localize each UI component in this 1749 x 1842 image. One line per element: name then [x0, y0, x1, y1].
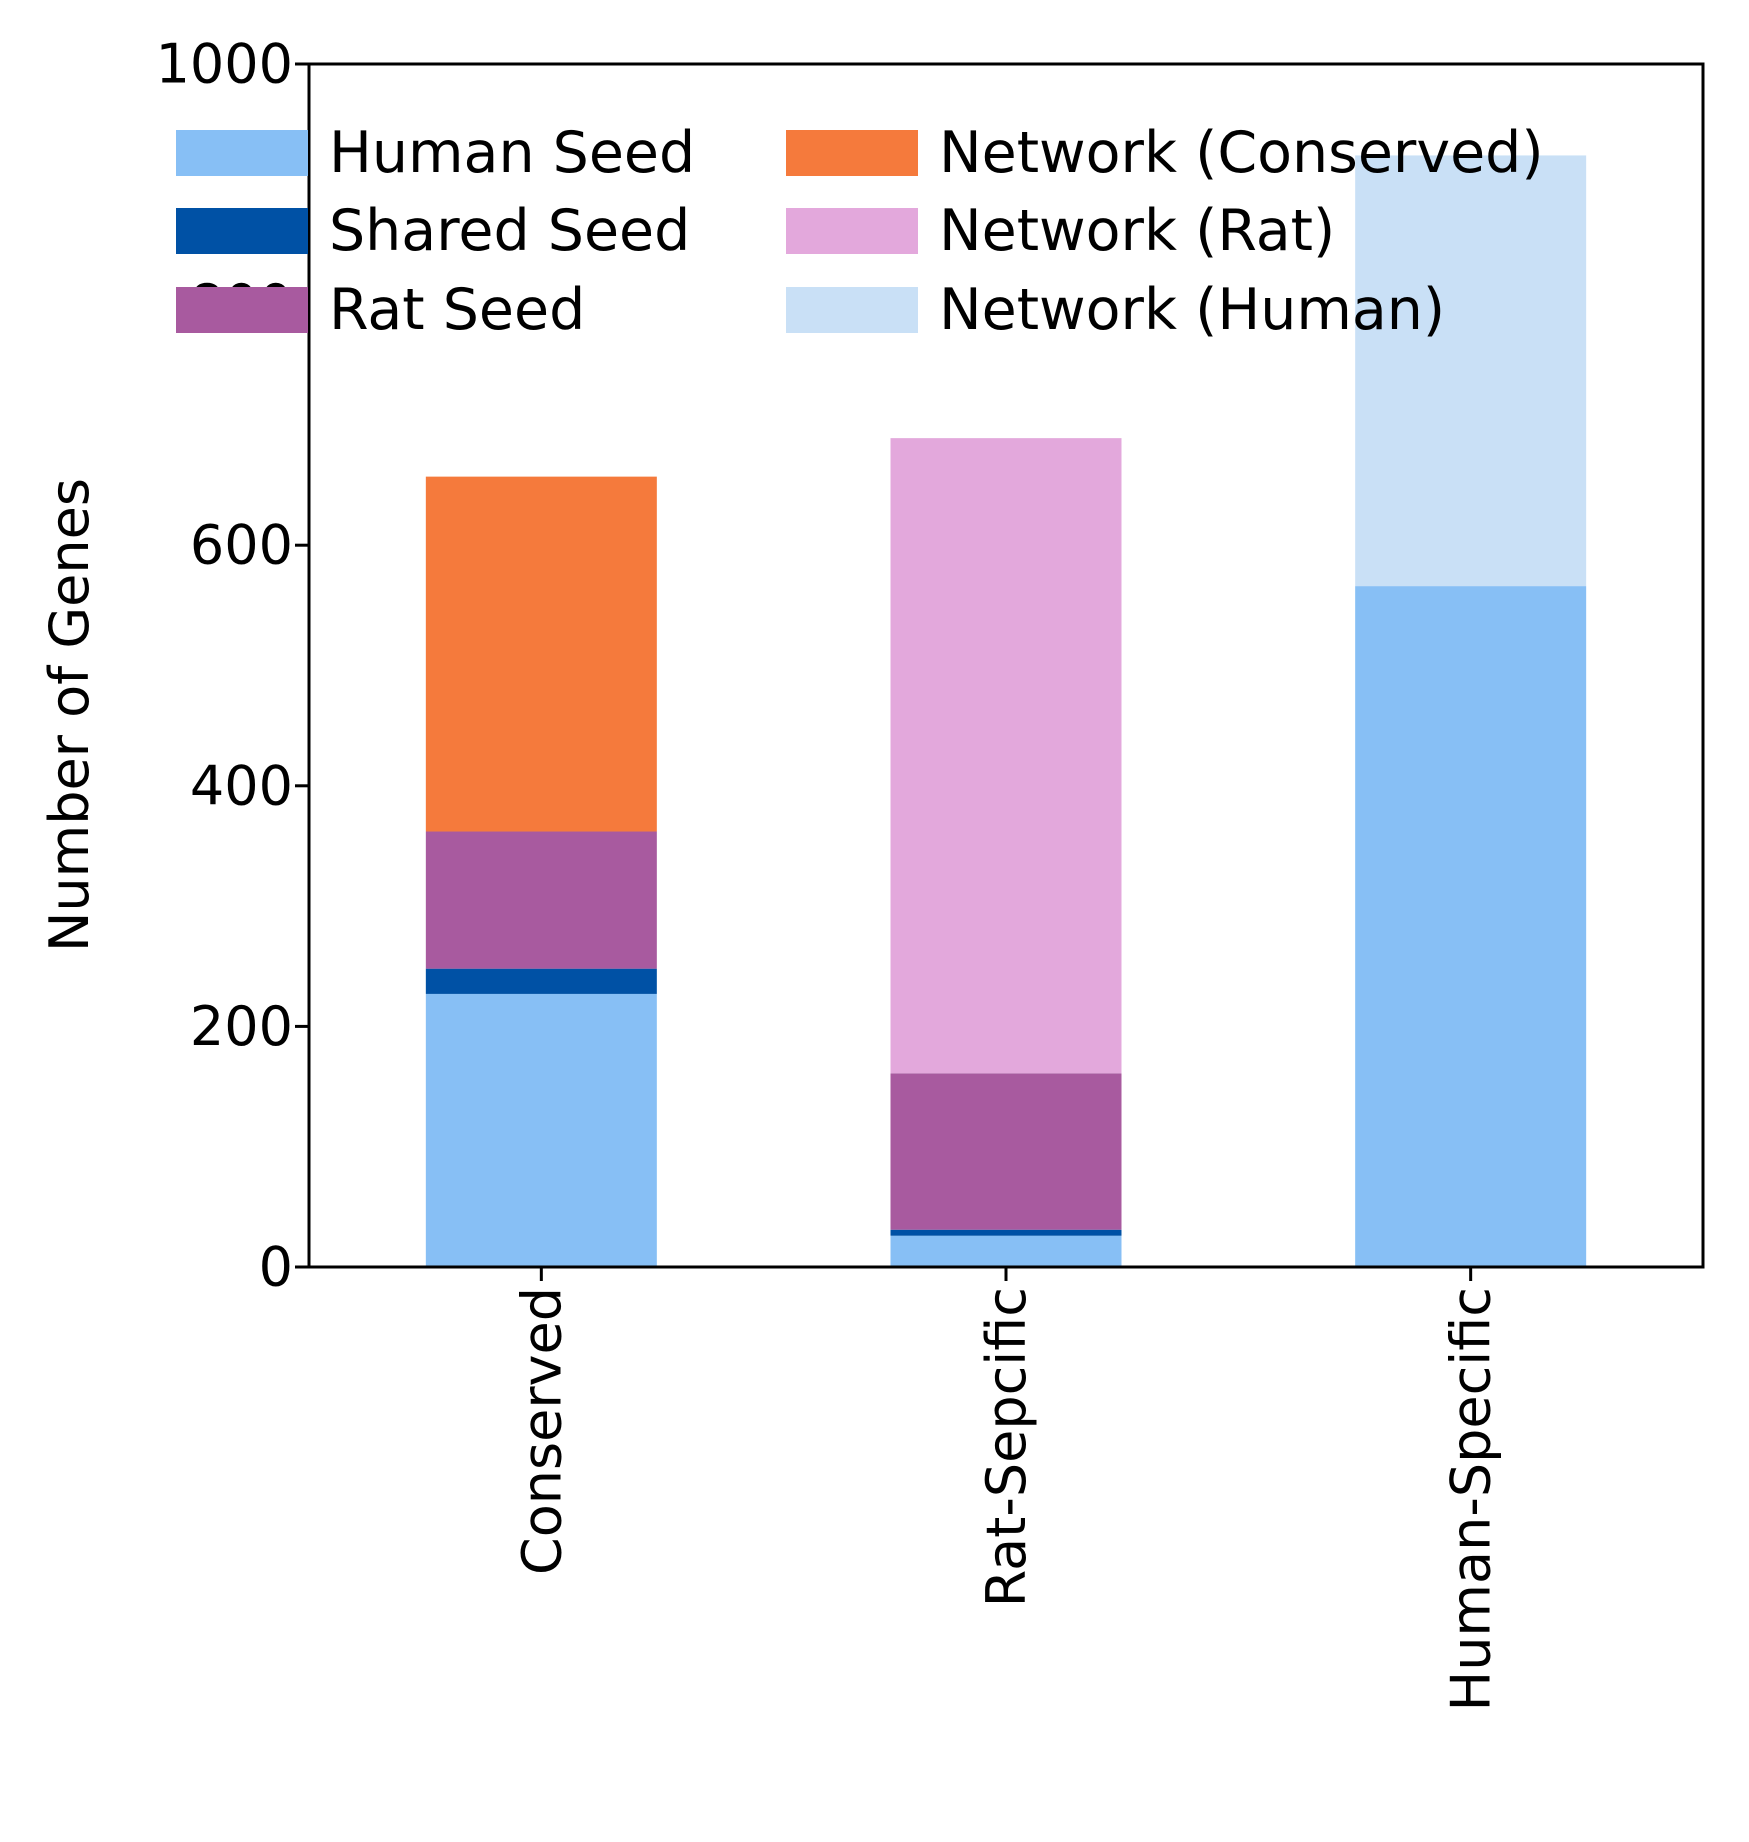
bar-segment	[1355, 155, 1587, 587]
legend-label: Shared Seed	[329, 198, 690, 264]
plot-frame	[307, 62, 1705, 1269]
bar-segment	[890, 1235, 1122, 1267]
x-axis: Conserved Rat-Sepcific Human-Specific	[510, 1267, 1503, 1711]
legend-label: Network (Conserved)	[939, 120, 1544, 186]
x-tick-label: Human-Specific	[1440, 1287, 1503, 1711]
bar-segment	[425, 831, 657, 969]
bar-segment	[425, 476, 657, 832]
x-tick-label: Rat-Sepcific	[975, 1287, 1038, 1607]
bars-layer	[425, 155, 1587, 1267]
bar-segment	[425, 993, 657, 1267]
bar-segment	[425, 968, 657, 994]
legend: Human Seed Shared Seed Rat Seed Network (Co…	[176, 120, 1544, 343]
bar-segment	[890, 1073, 1122, 1230]
legend-label: Network (Rat)	[939, 198, 1335, 264]
bar-segment	[1355, 586, 1587, 1267]
legend-swatch	[176, 208, 308, 254]
bar-segment	[890, 438, 1122, 1074]
legend-swatch	[786, 130, 918, 176]
legend-swatch	[176, 287, 308, 333]
y-tick-label: 600	[190, 514, 293, 577]
legend-label: Rat Seed	[329, 277, 585, 343]
y-tick-label: 1000	[156, 33, 293, 96]
legend-label: Network (Human)	[939, 277, 1445, 343]
legend-swatch	[786, 287, 918, 333]
y-axis-label: Number of Genes	[38, 478, 101, 952]
legend-label: Human Seed	[329, 120, 695, 186]
bar-segment	[890, 1229, 1122, 1236]
x-tick-label: Conserved	[510, 1287, 573, 1575]
legend-swatch	[176, 130, 308, 176]
y-tick-label: 200	[190, 995, 293, 1058]
legend-swatch	[786, 208, 918, 254]
y-tick-label: 0	[259, 1236, 293, 1299]
y-tick-label: 400	[190, 754, 293, 817]
